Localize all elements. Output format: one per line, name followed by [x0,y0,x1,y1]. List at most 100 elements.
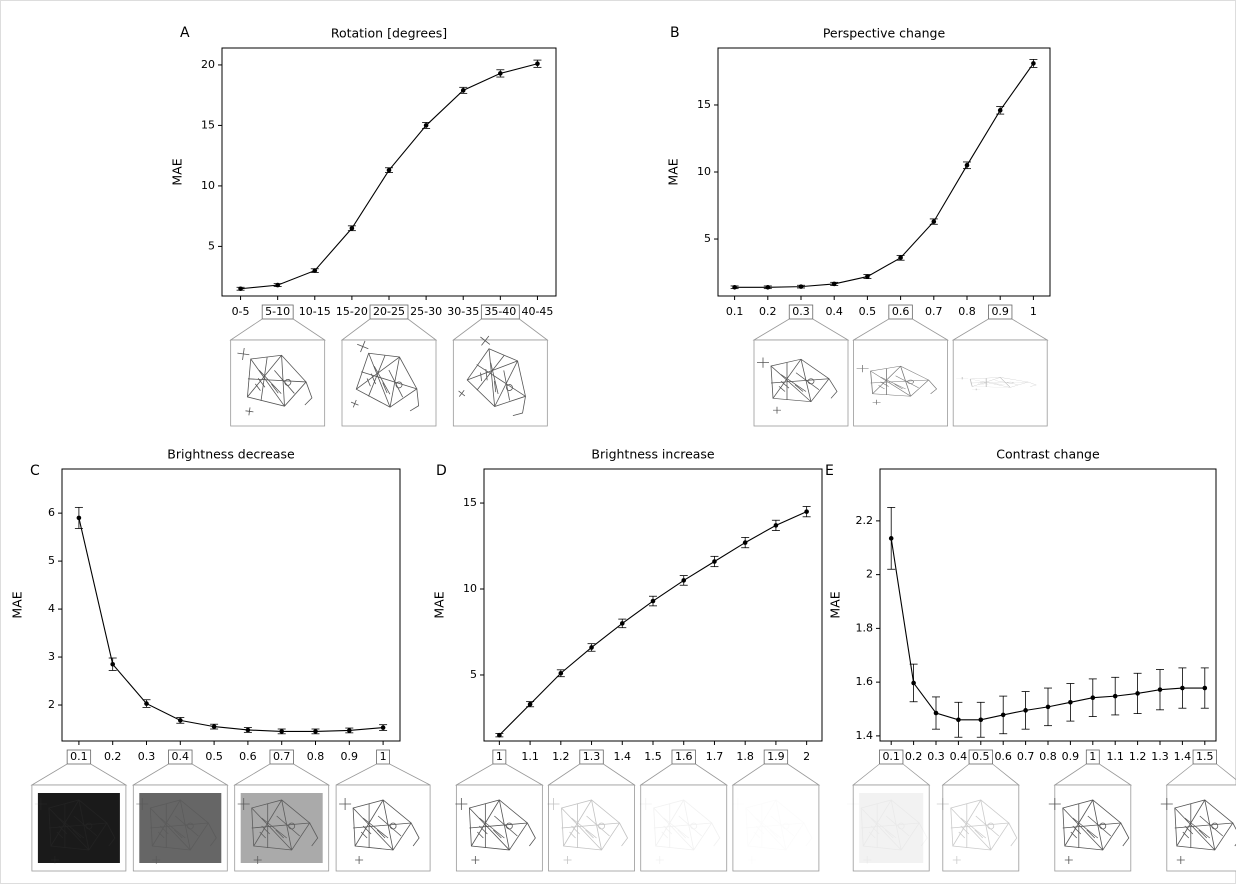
x-tick-label: 0.8 [1039,750,1057,763]
x-tick-label: 1.8 [736,750,754,763]
x-tick-box [369,304,409,320]
y-tick-label: 1.4 [856,729,874,742]
y-tick-label: 5 [48,554,55,567]
y-tick-label: 5 [470,668,477,681]
thumbnail-funnel [131,763,229,786]
x-tick-label: 0.4 [950,750,968,763]
thumbnail [455,784,543,872]
x-tick-label: 0.1 [726,305,744,318]
thumbnail-background [859,793,924,863]
x-tick-label: 1.4 [1174,750,1192,763]
thumbnail-funnel [340,318,438,341]
data-point [386,167,392,173]
y-axis-label: MAE [432,591,447,618]
chart-title: Brightness decrease [167,447,295,462]
panel-letter: D [436,463,447,479]
y-tick-label: 1.6 [856,675,874,688]
y-axis-label: MAE [170,158,185,185]
x-tick-label: 0.9 [991,305,1009,318]
thumbnail-funnel [1053,763,1133,786]
data-point [178,718,183,723]
data-point [911,680,916,686]
x-tick-label: 1.3 [1151,750,1169,763]
thumbnail-funnel [454,763,544,786]
x-tick-label: 1 [496,750,503,763]
x-tick-label: 0.8 [307,750,325,763]
thumbnail-funnel [1165,763,1236,786]
data-point [110,661,115,667]
thumbnail-funnel [941,763,1020,786]
data-point [650,598,656,604]
x-tick-label: 0.2 [759,305,777,318]
y-axis-label: MAE [828,591,843,618]
x-tick-label: 0-5 [232,305,250,318]
x-tick-label: 1 [380,750,387,763]
data-point [964,162,970,168]
thumbnail-funnel [852,318,950,341]
thumbnail [452,339,548,427]
thumbnail [853,339,948,427]
x-tick-label: 0.3 [927,750,945,763]
data-point [798,284,804,289]
x-tick-label: 0.9 [1062,750,1080,763]
data-point [712,559,717,564]
data-point [144,701,149,706]
y-tick-label: 20 [201,58,215,71]
x-tick-label: 1.2 [1129,750,1147,763]
data-point [313,729,318,734]
y-tick-label: 2 [866,568,873,581]
data-line [498,511,807,736]
data-point [997,108,1003,113]
x-tick-label: 1.5 [1196,750,1214,763]
data-point [956,717,961,723]
data-point [1045,704,1051,710]
x-tick-label: 0.8 [958,305,976,318]
thumbnail [1054,784,1132,872]
thumbnail [548,784,635,872]
thumbnail [341,339,437,427]
x-tick-label: 1.9 [767,750,785,763]
y-tick-label: 10 [697,165,711,178]
y-axis-label: MAE [10,591,25,618]
data-point [681,578,687,583]
x-tick-box [261,304,294,320]
chart-title: Brightness increase [591,447,715,462]
x-tick-label: 0.3 [138,750,156,763]
data-line [78,517,384,732]
x-tick-box [671,749,696,765]
thumbnail-funnel [229,318,326,341]
data-point [558,670,564,676]
thumbnail [335,784,431,872]
y-tick-label: 2 [48,698,55,711]
x-tick-label: 30-35 [447,305,479,318]
panel-letter: C [30,463,40,479]
thumbnail [230,339,326,427]
chart-title: Contrast change [996,447,1100,462]
panel-letter: B [670,25,680,41]
panel-letter: E [825,463,834,479]
y-tick-label: 10 [201,179,215,192]
data-point [742,540,748,545]
thumbnail [942,784,1020,872]
y-tick-label: 3 [48,650,55,663]
x-tick-label: 2 [803,750,810,763]
data-point [275,282,280,288]
data-point [1112,693,1118,699]
x-tick-box [168,749,193,765]
x-tick-label: 20-25 [373,305,405,318]
x-tick-label: 0.6 [994,750,1012,763]
x-tick-label: 1.1 [1106,750,1124,763]
data-point [888,536,894,541]
x-tick-label: 0.7 [273,750,291,763]
data-point [732,284,737,290]
x-tick-box [968,749,993,765]
data-point [535,61,540,67]
x-tick-box [988,304,1013,320]
data-point [831,281,837,287]
data-point [347,728,352,733]
x-tick-label: 1.6 [675,750,693,763]
y-tick-label: 5 [704,232,711,245]
x-tick-box [480,304,520,320]
thumbnail-funnel [335,763,431,786]
data-point [460,88,466,93]
